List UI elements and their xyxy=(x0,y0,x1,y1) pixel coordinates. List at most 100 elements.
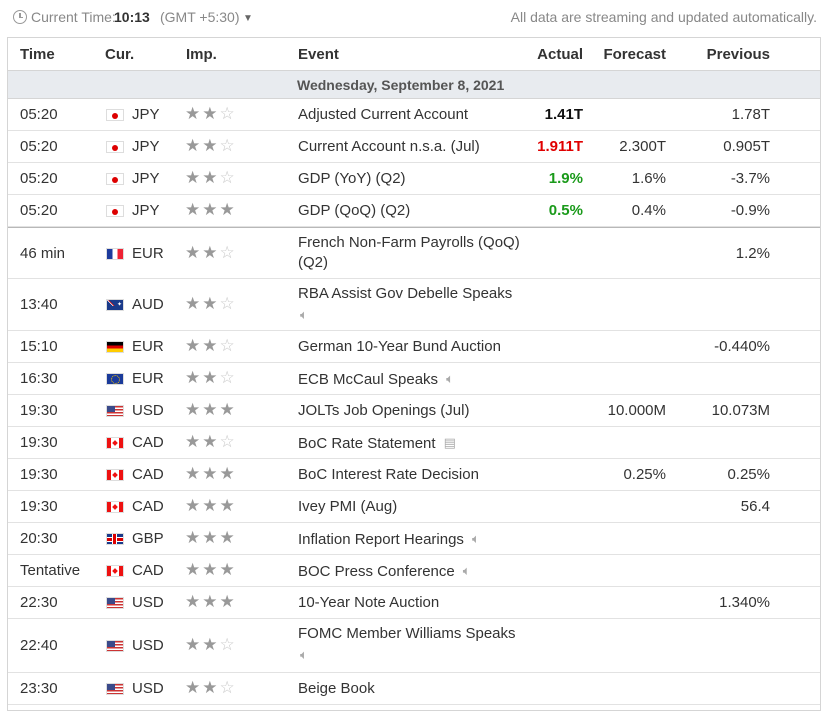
table-row[interactable]: 05:20 JPY ★★★ GDP (QoQ) (Q2) 0.5% 0.4% -0.9% xyxy=(8,195,820,227)
star-filled-icon: ★ xyxy=(202,678,220,697)
event-name-label[interactable]: BoC Interest Rate Decision xyxy=(298,466,479,483)
event-name[interactable]: Adjusted Current Account xyxy=(298,105,528,125)
speaker-icon[interactable]: 🔈︎ xyxy=(446,371,454,386)
importance-stars: ★★☆ xyxy=(185,678,237,698)
event-name[interactable]: RBA Assist Gov Debelle Speaks 🔈︎ xyxy=(298,284,528,325)
event-name-label[interactable]: BoC Rate Statement xyxy=(298,435,436,452)
event-forecast: 0.25% xyxy=(623,466,666,483)
importance-stars: ★★★ xyxy=(185,496,237,516)
event-time: 19:30 xyxy=(20,466,58,483)
header-actual: Actual xyxy=(537,46,583,63)
event-name[interactable]: Beige Book xyxy=(298,679,528,699)
event-name-label[interactable]: Adjusted Current Account xyxy=(298,106,469,123)
event-currency: CAD xyxy=(132,466,164,483)
star-filled-icon: ★ xyxy=(185,200,203,219)
event-name[interactable]: JOLTs Job Openings (Jul) xyxy=(298,401,528,421)
event-currency: EUR xyxy=(132,338,164,355)
header-importance: Imp. xyxy=(186,46,217,63)
event-currency: USD xyxy=(132,637,164,654)
table-row[interactable]: 22:40 USD ★★☆ FOMC Member Williams Speaks 🔈︎ xyxy=(8,619,820,673)
event-name-label[interactable]: BOC Press Conference xyxy=(298,563,455,580)
table-row[interactable]: 16:30 EUR ★★☆ ECB McCaul Speaks 🔈︎ xyxy=(8,363,820,395)
star-filled-icon: ★ xyxy=(202,528,220,547)
star-filled-icon: ★ xyxy=(185,294,203,313)
table-row[interactable]: Tentative CAD ★★★ BOC Press Conference 🔈︎ xyxy=(8,555,820,587)
star-empty-icon: ☆ xyxy=(219,136,237,155)
event-name-label[interactable]: Ivey PMI (Aug) xyxy=(298,498,398,515)
star-filled-icon: ★ xyxy=(202,243,220,262)
star-filled-icon: ★ xyxy=(202,104,220,123)
event-name[interactable]: FOMC Member Williams Speaks 🔈︎ xyxy=(298,624,528,665)
flag-us-icon xyxy=(106,405,124,417)
star-filled-icon: ★ xyxy=(202,136,220,155)
table-row[interactable]: 20:30 GBP ★★★ Inflation Report Hearings 🔈︎ xyxy=(8,523,820,555)
event-name-label[interactable]: Inflation Report Hearings xyxy=(298,531,464,548)
event-time: 19:30 xyxy=(20,434,58,451)
event-name-label[interactable]: FOMC Member Williams Speaks xyxy=(298,625,516,642)
event-name-label[interactable]: 10-Year Note Auction xyxy=(298,594,440,611)
flag-de-icon xyxy=(106,341,124,353)
event-name[interactable]: Ivey PMI (Aug) xyxy=(298,497,528,517)
importance-stars: ★★☆ xyxy=(185,635,237,655)
event-name[interactable]: GDP (YoY) (Q2) xyxy=(298,169,528,189)
event-name-label[interactable]: RBA Assist Gov Debelle Speaks xyxy=(298,285,513,302)
economic-calendar-table: Time Cur. Imp. Event Actual Forecast Pre… xyxy=(7,37,821,711)
table-row[interactable]: 19:30 CAD ★★☆ BoC Rate Statement ▤ xyxy=(8,427,820,459)
event-name-label[interactable]: Current Account n.s.a. (Jul) xyxy=(298,138,480,155)
event-previous: -0.440% xyxy=(714,338,770,355)
table-row[interactable]: 19:30 USD ★★★ JOLTs Job Openings (Jul) 10.00… xyxy=(8,395,820,427)
star-filled-icon: ★ xyxy=(185,592,203,611)
table-row[interactable]: 22:30 USD ★★★ 10-Year Note Auction 1.340% xyxy=(8,587,820,619)
event-name-label[interactable]: German 10-Year Bund Auction xyxy=(298,338,501,355)
speaker-icon[interactable]: 🔈︎ xyxy=(300,647,308,662)
star-filled-icon: ★ xyxy=(185,528,203,547)
table-row[interactable]: 05:20 JPY ★★☆ Current Account n.s.a. (Jul) 1… xyxy=(8,131,820,163)
day-header-row: Wednesday, September 8, 2021 xyxy=(8,71,820,99)
event-name[interactable]: Inflation Report Hearings 🔈︎ xyxy=(298,529,528,550)
flag-ca-icon xyxy=(106,437,124,449)
importance-stars: ★★★ xyxy=(185,528,237,548)
star-empty-icon: ☆ xyxy=(219,678,237,697)
event-name[interactable]: French Non-Farm Payrolls (QoQ) (Q2) xyxy=(298,233,528,273)
star-filled-icon: ★ xyxy=(202,635,220,654)
event-actual: 1.9% xyxy=(548,170,583,187)
speaker-icon[interactable]: 🔈︎ xyxy=(471,531,480,546)
event-currency: JPY xyxy=(132,106,160,123)
flag-jp-icon xyxy=(106,109,124,121)
chevron-down-icon[interactable]: ▼ xyxy=(243,13,253,24)
event-name-label[interactable]: GDP (QoQ) (Q2) xyxy=(298,202,411,219)
event-name-label[interactable]: GDP (YoY) (Q2) xyxy=(298,170,406,187)
star-filled-icon: ★ xyxy=(185,635,203,654)
table-row[interactable]: 15:10 EUR ★★☆ German 10-Year Bund Auction -0… xyxy=(8,331,820,363)
flag-us-icon xyxy=(106,683,124,695)
top-bar: Current Time: 10:13 (GMT +5:30) ▼ All da… xyxy=(0,0,835,36)
table-row[interactable]: 23:30 USD ★★☆ Beige Book xyxy=(8,673,820,705)
table-row[interactable]: 19:30 CAD ★★★ BoC Interest Rate Decision 0.2… xyxy=(8,459,820,491)
event-name[interactable]: GDP (QoQ) (Q2) xyxy=(298,201,528,221)
event-name[interactable]: ECB McCaul Speaks 🔈︎ xyxy=(298,369,528,390)
event-name[interactable]: BoC Interest Rate Decision xyxy=(298,465,528,485)
event-name[interactable]: 10-Year Note Auction xyxy=(298,593,528,613)
event-time: 20:30 xyxy=(20,530,58,547)
star-filled-icon: ★ xyxy=(202,496,220,515)
event-time: 05:20 xyxy=(20,138,58,155)
table-row[interactable]: 05:20 JPY ★★☆ Adjusted Current Account 1.41T… xyxy=(8,99,820,131)
timezone-selector[interactable]: (GMT +5:30) xyxy=(160,9,240,25)
event-time: 19:30 xyxy=(20,402,58,419)
event-name[interactable]: German 10-Year Bund Auction xyxy=(298,337,528,357)
event-name-label[interactable]: ECB McCaul Speaks xyxy=(298,371,439,388)
table-row[interactable]: 05:20 JPY ★★☆ GDP (YoY) (Q2) 1.9% 1.6% -3.7% xyxy=(8,163,820,195)
event-name[interactable]: Current Account n.s.a. (Jul) xyxy=(298,137,528,157)
event-name-label[interactable]: French Non-Farm Payrolls (QoQ) (Q2) xyxy=(298,234,520,271)
table-row[interactable]: 19:30 CAD ★★★ Ivey PMI (Aug) 56.4 xyxy=(8,491,820,523)
event-name-label[interactable]: Beige Book xyxy=(298,680,375,697)
speaker-icon[interactable]: 🔈︎ xyxy=(462,563,471,578)
event-name[interactable]: BOC Press Conference 🔈︎ xyxy=(298,561,528,582)
event-name-label[interactable]: JOLTs Job Openings (Jul) xyxy=(298,402,470,419)
table-row[interactable]: 46 min EUR ★★☆ French Non-Farm Payrolls (Qo… xyxy=(8,227,820,279)
event-name[interactable]: BoC Rate Statement ▤ xyxy=(298,433,528,454)
table-row[interactable]: 13:40AUD★★☆RBA Assist Gov Debelle Speaks… xyxy=(8,279,820,331)
speaker-icon[interactable]: 🔈︎ xyxy=(300,307,308,322)
star-filled-icon: ★ xyxy=(219,592,237,611)
document-icon[interactable]: ▤ xyxy=(443,435,456,450)
